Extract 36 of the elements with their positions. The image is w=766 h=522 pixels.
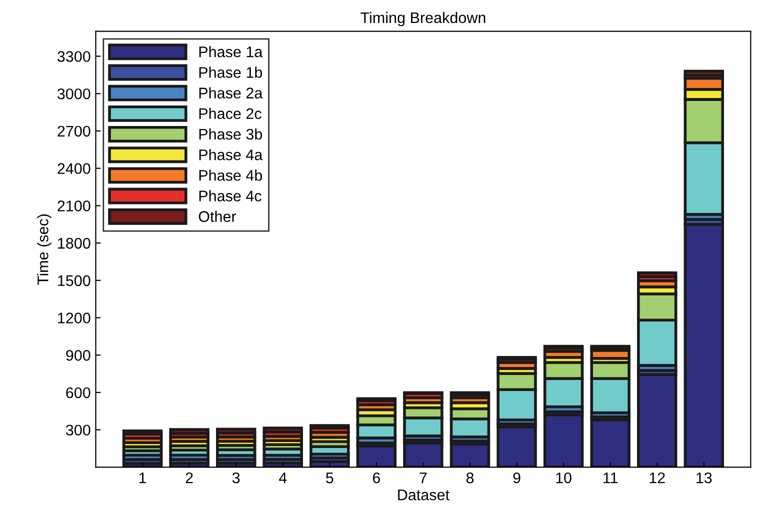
y-axis-title: Time (sec) — [37, 214, 52, 285]
legend-label: Phace 2c — [199, 108, 262, 120]
y-tick-label: 1800 — [58, 238, 90, 249]
x-axis-title: Dataset — [398, 490, 450, 500]
x-tick-label: 2 — [186, 472, 193, 484]
y-tick-label: 3300 — [57, 51, 90, 62]
y-tick-label: 1200 — [58, 312, 90, 324]
y-tick-label: 1500 — [58, 275, 90, 286]
legend-label: Phase 4c — [199, 190, 262, 202]
x-tick-label: 10 — [556, 472, 572, 484]
y-tick-label: 2700 — [58, 126, 90, 137]
x-tick-label: 7 — [420, 472, 427, 484]
legend-label: Phase 4a — [199, 149, 263, 160]
x-tick-label: 1 — [139, 472, 146, 484]
y-tick-label: 300 — [66, 424, 90, 436]
x-tick-label: 3 — [232, 472, 240, 484]
y-tick-label: 600 — [66, 387, 90, 398]
y-tick-label: 2100 — [58, 200, 90, 212]
x-tick-label: 4 — [278, 472, 287, 484]
x-tick-label: 11 — [604, 472, 618, 484]
chart-title: Timing Breakdown — [360, 12, 486, 26]
y-tick-label: 3000 — [57, 88, 90, 100]
legend-label: Phase 3b — [199, 128, 262, 140]
x-tick-label: 5 — [326, 472, 334, 484]
y-tick-label: 900 — [66, 350, 90, 361]
legend-label: Phase 4b — [199, 170, 262, 181]
legend-label: Other — [198, 210, 236, 222]
x-tick-label: 9 — [513, 472, 520, 484]
x-tick-label: 13 — [696, 472, 712, 484]
x-tick-label: 6 — [372, 472, 380, 484]
x-tick-label: 8 — [466, 472, 474, 484]
y-tick-label: 2400 — [58, 163, 90, 174]
legend-label: Phase 2a — [199, 87, 263, 98]
legend-label: Phase 1a — [199, 46, 263, 58]
legend-label: Phase 1b — [199, 66, 262, 78]
x-tick-label: 12 — [650, 472, 665, 484]
